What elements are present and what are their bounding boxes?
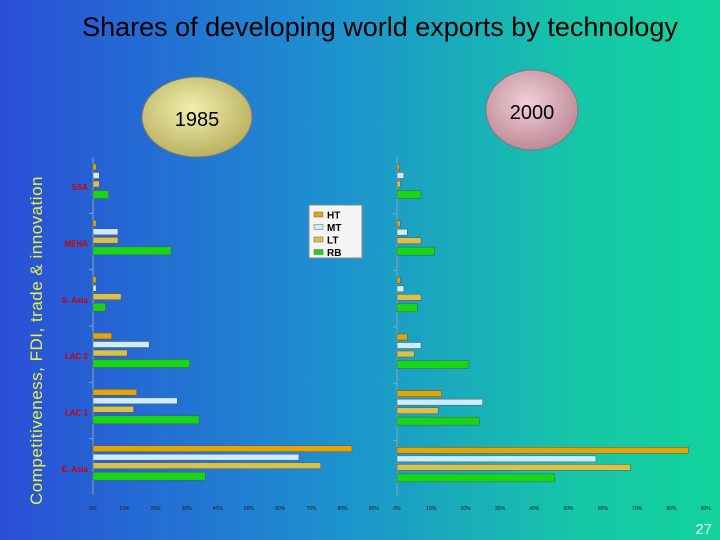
legend-swatch-rb (313, 249, 324, 255)
bar-rb (396, 360, 470, 369)
bar-rb (92, 302, 106, 312)
x-tick-label: 80% (666, 506, 677, 512)
bar-mt (92, 172, 100, 179)
x-tick-label: 90% (369, 506, 380, 512)
bar-ht (396, 390, 442, 397)
bar-lt (92, 293, 122, 300)
x-tick-label: 60% (598, 506, 609, 512)
bar-mt (396, 228, 408, 236)
x-tick-label: 30% (495, 506, 506, 512)
bar-lt (92, 462, 322, 469)
chart-2000: 0% 10% 20% 30% 40% 50% 60% 70% 80% 90% (393, 157, 711, 512)
x-tick-label: 40% (213, 506, 224, 512)
bar-rb (92, 359, 190, 368)
x-tick-label: 20% (461, 506, 472, 512)
bar-rb (396, 416, 480, 426)
chart-1985: SSA MENA S. Asia LAC 2 LAC 1 E. Asia 0% 10% 20% 3… (62, 157, 380, 512)
bar-lt (396, 407, 439, 414)
x-tick-label: 80% (338, 506, 349, 512)
legend-label-mt: MT (327, 223, 341, 234)
x-tick-label: 60% (275, 506, 286, 512)
bar-lt (92, 237, 119, 244)
x-tick-label: 50% (563, 506, 574, 512)
bar-ht (396, 447, 689, 454)
bar-ht (396, 163, 400, 171)
bar-mt (396, 398, 483, 406)
bar-mt (92, 284, 97, 292)
bar-mt (92, 397, 178, 405)
bar-mt (92, 228, 119, 236)
page-title: Shares of developing world exports by te… (82, 12, 678, 42)
bar-rb (396, 303, 418, 313)
bar-mt (396, 342, 422, 349)
bar-ht (92, 389, 137, 396)
bar-rb (396, 473, 556, 483)
x-tick-label: 0% (393, 506, 401, 512)
x-tick-label: 70% (306, 506, 317, 512)
category-label: S. Asia (62, 296, 89, 305)
legend-swatch-lt (313, 236, 324, 243)
category-label: SSA (72, 183, 89, 192)
category-label: MENA (64, 240, 88, 249)
legend-swatch-ht (313, 211, 324, 218)
bar-ht (396, 333, 408, 341)
x-tick-label: 90% (701, 506, 712, 512)
bar-ht (92, 445, 353, 452)
bar-mt (396, 172, 405, 179)
bar-mt (92, 341, 150, 348)
bar-lt (396, 294, 422, 301)
bar-lt (92, 180, 100, 188)
bar-lt (92, 406, 134, 413)
bar-mt (396, 455, 597, 463)
bar-ht (92, 332, 112, 340)
x-tick-label: 40% (529, 506, 540, 512)
category-label: E. Asia (62, 465, 89, 474)
legend-label-rb: RB (327, 248, 341, 259)
x-tick-label: 10% (119, 506, 130, 512)
bar-lt (396, 237, 422, 244)
bar-ht (396, 220, 401, 227)
bar-rb (92, 471, 206, 481)
chart-title-1: 2000 (510, 102, 555, 124)
x-tick-label: 0% (89, 506, 97, 512)
bar-rb (92, 415, 200, 425)
legend-swatch-mt (313, 224, 324, 230)
bar-lt (396, 464, 631, 471)
category-label: LAC 1 (65, 409, 89, 418)
bar-ht (92, 276, 97, 283)
x-tick-label: 50% (244, 506, 255, 512)
chart-title-0: 1985 (175, 109, 220, 131)
category-label: LAC 2 (65, 352, 89, 361)
bar-ht (92, 163, 97, 171)
title-badge-1 (485, 69, 579, 151)
x-tick-label: 20% (150, 506, 161, 512)
bar-ht (396, 277, 401, 284)
x-tick-label: 70% (632, 506, 643, 512)
title-badge-0 (141, 76, 253, 158)
x-tick-label: 10% (426, 506, 437, 512)
bar-rb (92, 190, 109, 199)
bar-mt (396, 285, 405, 293)
bar-lt (92, 349, 128, 357)
x-tick-label: 30% (182, 506, 193, 512)
bar-ht (92, 220, 97, 227)
bar-mt (92, 453, 300, 461)
bar-rb (92, 246, 172, 256)
legend-label-ht: HT (327, 211, 340, 222)
legend-label-lt: LT (327, 236, 338, 247)
bar-rb (396, 246, 435, 256)
bar-rb (396, 190, 422, 199)
bar-lt (396, 350, 415, 358)
page-number: 27 (695, 521, 712, 538)
bar-lt (396, 180, 401, 188)
